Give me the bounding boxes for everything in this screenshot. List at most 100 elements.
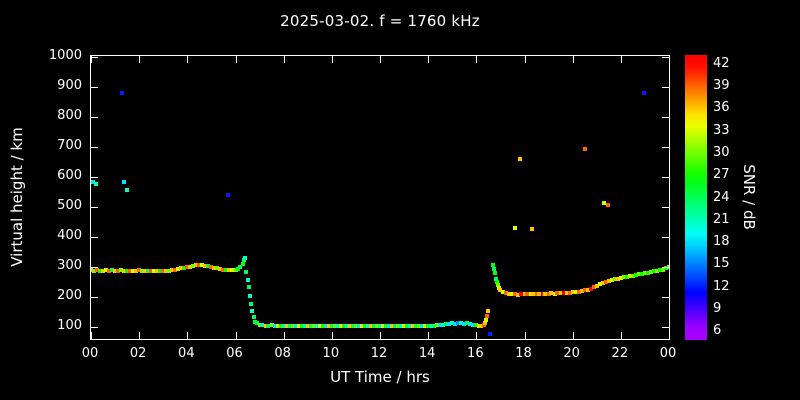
data-point	[341, 323, 346, 328]
data-point	[660, 267, 665, 272]
y-tick-label: 300	[57, 258, 82, 274]
data-point	[97, 269, 102, 274]
data-point	[95, 268, 100, 273]
data-point	[305, 324, 310, 329]
y-tick-label: 1000	[48, 48, 82, 64]
data-point	[290, 323, 295, 328]
colorbar-tick-label: 9	[713, 300, 722, 316]
data-point	[410, 323, 415, 328]
data-point	[107, 269, 112, 274]
data-point	[552, 291, 557, 296]
data-point	[609, 277, 614, 282]
axis-tick	[91, 267, 98, 269]
data-point	[243, 255, 248, 260]
data-point	[188, 264, 193, 269]
data-point	[344, 324, 349, 329]
data-point	[570, 290, 575, 295]
data-point	[510, 292, 515, 297]
data-point	[269, 323, 274, 328]
data-point	[621, 275, 626, 280]
data-point	[347, 323, 352, 328]
data-point	[567, 290, 572, 295]
axis-tick	[428, 332, 430, 339]
data-point	[576, 289, 581, 294]
axis-tick	[380, 332, 381, 339]
data-point	[164, 269, 169, 274]
data-point	[603, 279, 608, 284]
data-point	[91, 268, 96, 273]
data-point	[356, 323, 361, 328]
data-point	[173, 267, 178, 272]
data-point	[206, 264, 211, 269]
data-point	[648, 269, 653, 274]
data-point	[459, 321, 464, 326]
data-point	[517, 157, 522, 162]
data-point	[435, 323, 440, 328]
data-point	[209, 265, 214, 270]
data-point	[131, 269, 136, 274]
plot-area	[90, 55, 670, 340]
data-point	[134, 268, 139, 273]
data-point	[612, 277, 617, 282]
data-point	[633, 272, 638, 277]
data-point	[601, 200, 606, 205]
data-point	[233, 268, 238, 273]
axis-tick	[428, 56, 430, 63]
x-tick-label: 20	[563, 346, 580, 361]
data-point	[555, 291, 560, 296]
data-point	[247, 293, 252, 298]
axis-tick	[524, 332, 526, 339]
data-point	[651, 269, 656, 274]
colorbar-tick-label: 27	[713, 167, 730, 183]
data-point	[444, 322, 449, 327]
data-point	[408, 324, 413, 329]
data-point	[335, 323, 340, 328]
axis-tick	[91, 297, 98, 299]
data-point	[371, 324, 376, 329]
data-point	[465, 321, 470, 326]
data-point	[224, 267, 229, 272]
data-point	[299, 323, 304, 328]
data-point	[158, 269, 163, 274]
data-point	[482, 321, 487, 326]
data-point	[487, 332, 492, 337]
data-point	[249, 301, 254, 306]
colorbar-tick-label: 12	[713, 278, 730, 294]
data-point	[238, 265, 243, 270]
data-point	[275, 323, 280, 328]
y-tick-label: 200	[57, 288, 82, 304]
axis-tick	[572, 56, 574, 63]
data-point	[642, 271, 647, 276]
data-point	[260, 323, 265, 328]
axis-tick	[91, 87, 98, 89]
axis-tick	[662, 57, 669, 59]
data-point	[246, 285, 251, 290]
data-point	[390, 324, 395, 329]
data-point	[522, 292, 527, 297]
data-point	[476, 323, 481, 328]
axis-tick	[662, 297, 669, 299]
data-point	[495, 283, 500, 288]
data-point	[263, 323, 268, 328]
data-point	[492, 271, 497, 276]
data-point	[423, 323, 428, 328]
data-point	[639, 271, 644, 276]
x-tick-label: 10	[322, 346, 340, 361]
data-point	[308, 323, 313, 328]
axis-tick	[380, 56, 381, 63]
y-tick-label: 100	[57, 318, 82, 334]
data-point	[119, 268, 124, 273]
data-point	[450, 321, 455, 326]
data-point	[329, 324, 334, 329]
data-point	[513, 292, 518, 297]
y-axis-label: Virtual height / km	[8, 127, 26, 267]
data-point	[109, 268, 114, 273]
data-point	[251, 315, 256, 320]
data-point	[326, 323, 331, 328]
x-tick-label: 02	[129, 346, 147, 361]
data-point	[483, 318, 488, 323]
data-point	[426, 324, 431, 329]
colorbar-gradient	[685, 55, 707, 340]
data-point	[332, 323, 337, 328]
data-point	[534, 292, 539, 297]
